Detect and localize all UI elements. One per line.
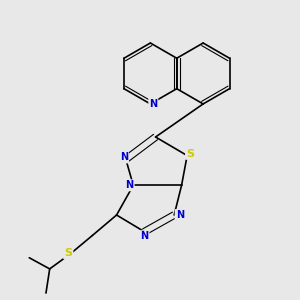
Text: N: N <box>140 231 148 241</box>
Text: N: N <box>149 99 158 109</box>
Text: S: S <box>186 149 194 159</box>
Text: N: N <box>120 152 128 162</box>
Text: S: S <box>64 248 72 258</box>
Text: N: N <box>176 210 184 220</box>
Text: N: N <box>125 180 134 190</box>
